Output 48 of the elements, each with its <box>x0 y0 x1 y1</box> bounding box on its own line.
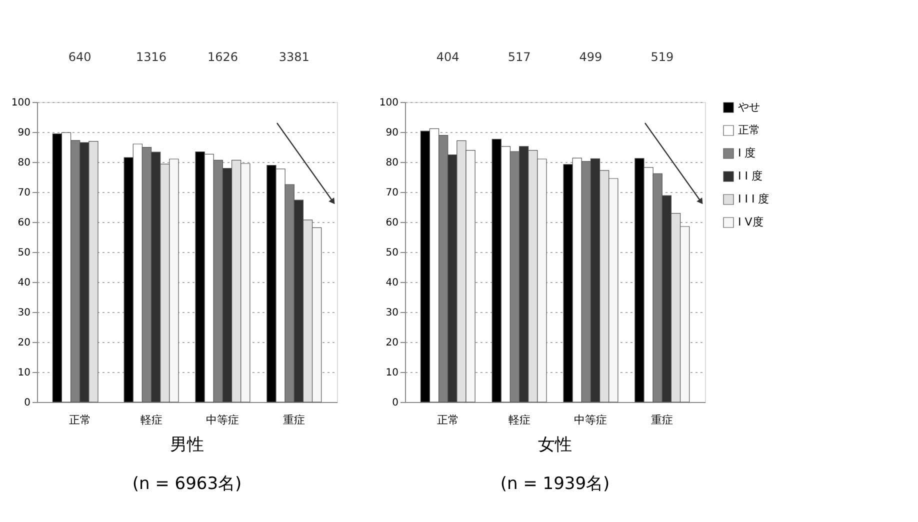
text: 519 <box>650 50 674 64</box>
legend-label: I I I 度 <box>738 192 770 206</box>
y-tick-label: 10 <box>18 368 30 378</box>
y-tick-label: 80 <box>386 158 398 168</box>
text: 1626 <box>207 50 238 64</box>
y-tick-label: 10 <box>386 368 398 378</box>
text: 640 <box>68 50 92 64</box>
legend-label: やせ <box>738 100 760 114</box>
text: 404 <box>436 50 460 64</box>
y-tick-label: 90 <box>18 128 30 138</box>
y-tick-label: 50 <box>18 248 30 258</box>
x-tick-label: 正常 <box>436 414 459 426</box>
legend-label: I V度 <box>738 216 764 228</box>
x-tick-label: 重症 <box>651 414 674 426</box>
y-tick-label: 50 <box>386 248 398 258</box>
y-tick-label: 0 <box>392 398 398 408</box>
x-tick-label: 重症 <box>283 414 306 426</box>
y-tick-label: 30 <box>386 308 398 318</box>
y-tick-label: 60 <box>18 218 30 228</box>
legend-label: 正常 <box>738 124 760 136</box>
y-tick-label: 90 <box>386 128 398 138</box>
y-tick-label: 20 <box>386 338 398 348</box>
text: 517 <box>508 50 531 64</box>
y-tick-label: 80 <box>18 158 30 168</box>
legend-label: I 度 <box>738 146 756 160</box>
text: 男性 <box>170 435 204 455</box>
y-tick-label: 40 <box>386 278 398 288</box>
y-tick-label: 30 <box>18 308 30 318</box>
text: 499 <box>579 50 602 64</box>
x-tick-label: 中等症 <box>574 414 608 426</box>
text: 3381 <box>278 50 310 64</box>
y-tick-label: 20 <box>18 338 30 348</box>
y-tick-label: 70 <box>18 188 30 198</box>
y-tick-label: 70 <box>386 188 398 198</box>
text: (n = 6963名) <box>132 474 242 494</box>
legend-label: I I 度 <box>738 170 762 182</box>
y-tick-label: 60 <box>386 218 398 228</box>
x-tick-label: 軽症 <box>508 414 530 426</box>
text: 女性 <box>538 435 572 455</box>
y-tick-label: 100 <box>11 98 30 108</box>
x-tick-label: 中等症 <box>206 414 240 426</box>
text: 1316 <box>136 50 167 64</box>
y-tick-label: 100 <box>379 98 398 108</box>
x-tick-label: 軽症 <box>140 414 162 426</box>
y-tick-label: 40 <box>18 278 30 288</box>
x-tick-label: 正常 <box>68 414 91 426</box>
text: (n = 1939名) <box>500 474 610 494</box>
y-tick-label: 0 <box>24 398 30 408</box>
